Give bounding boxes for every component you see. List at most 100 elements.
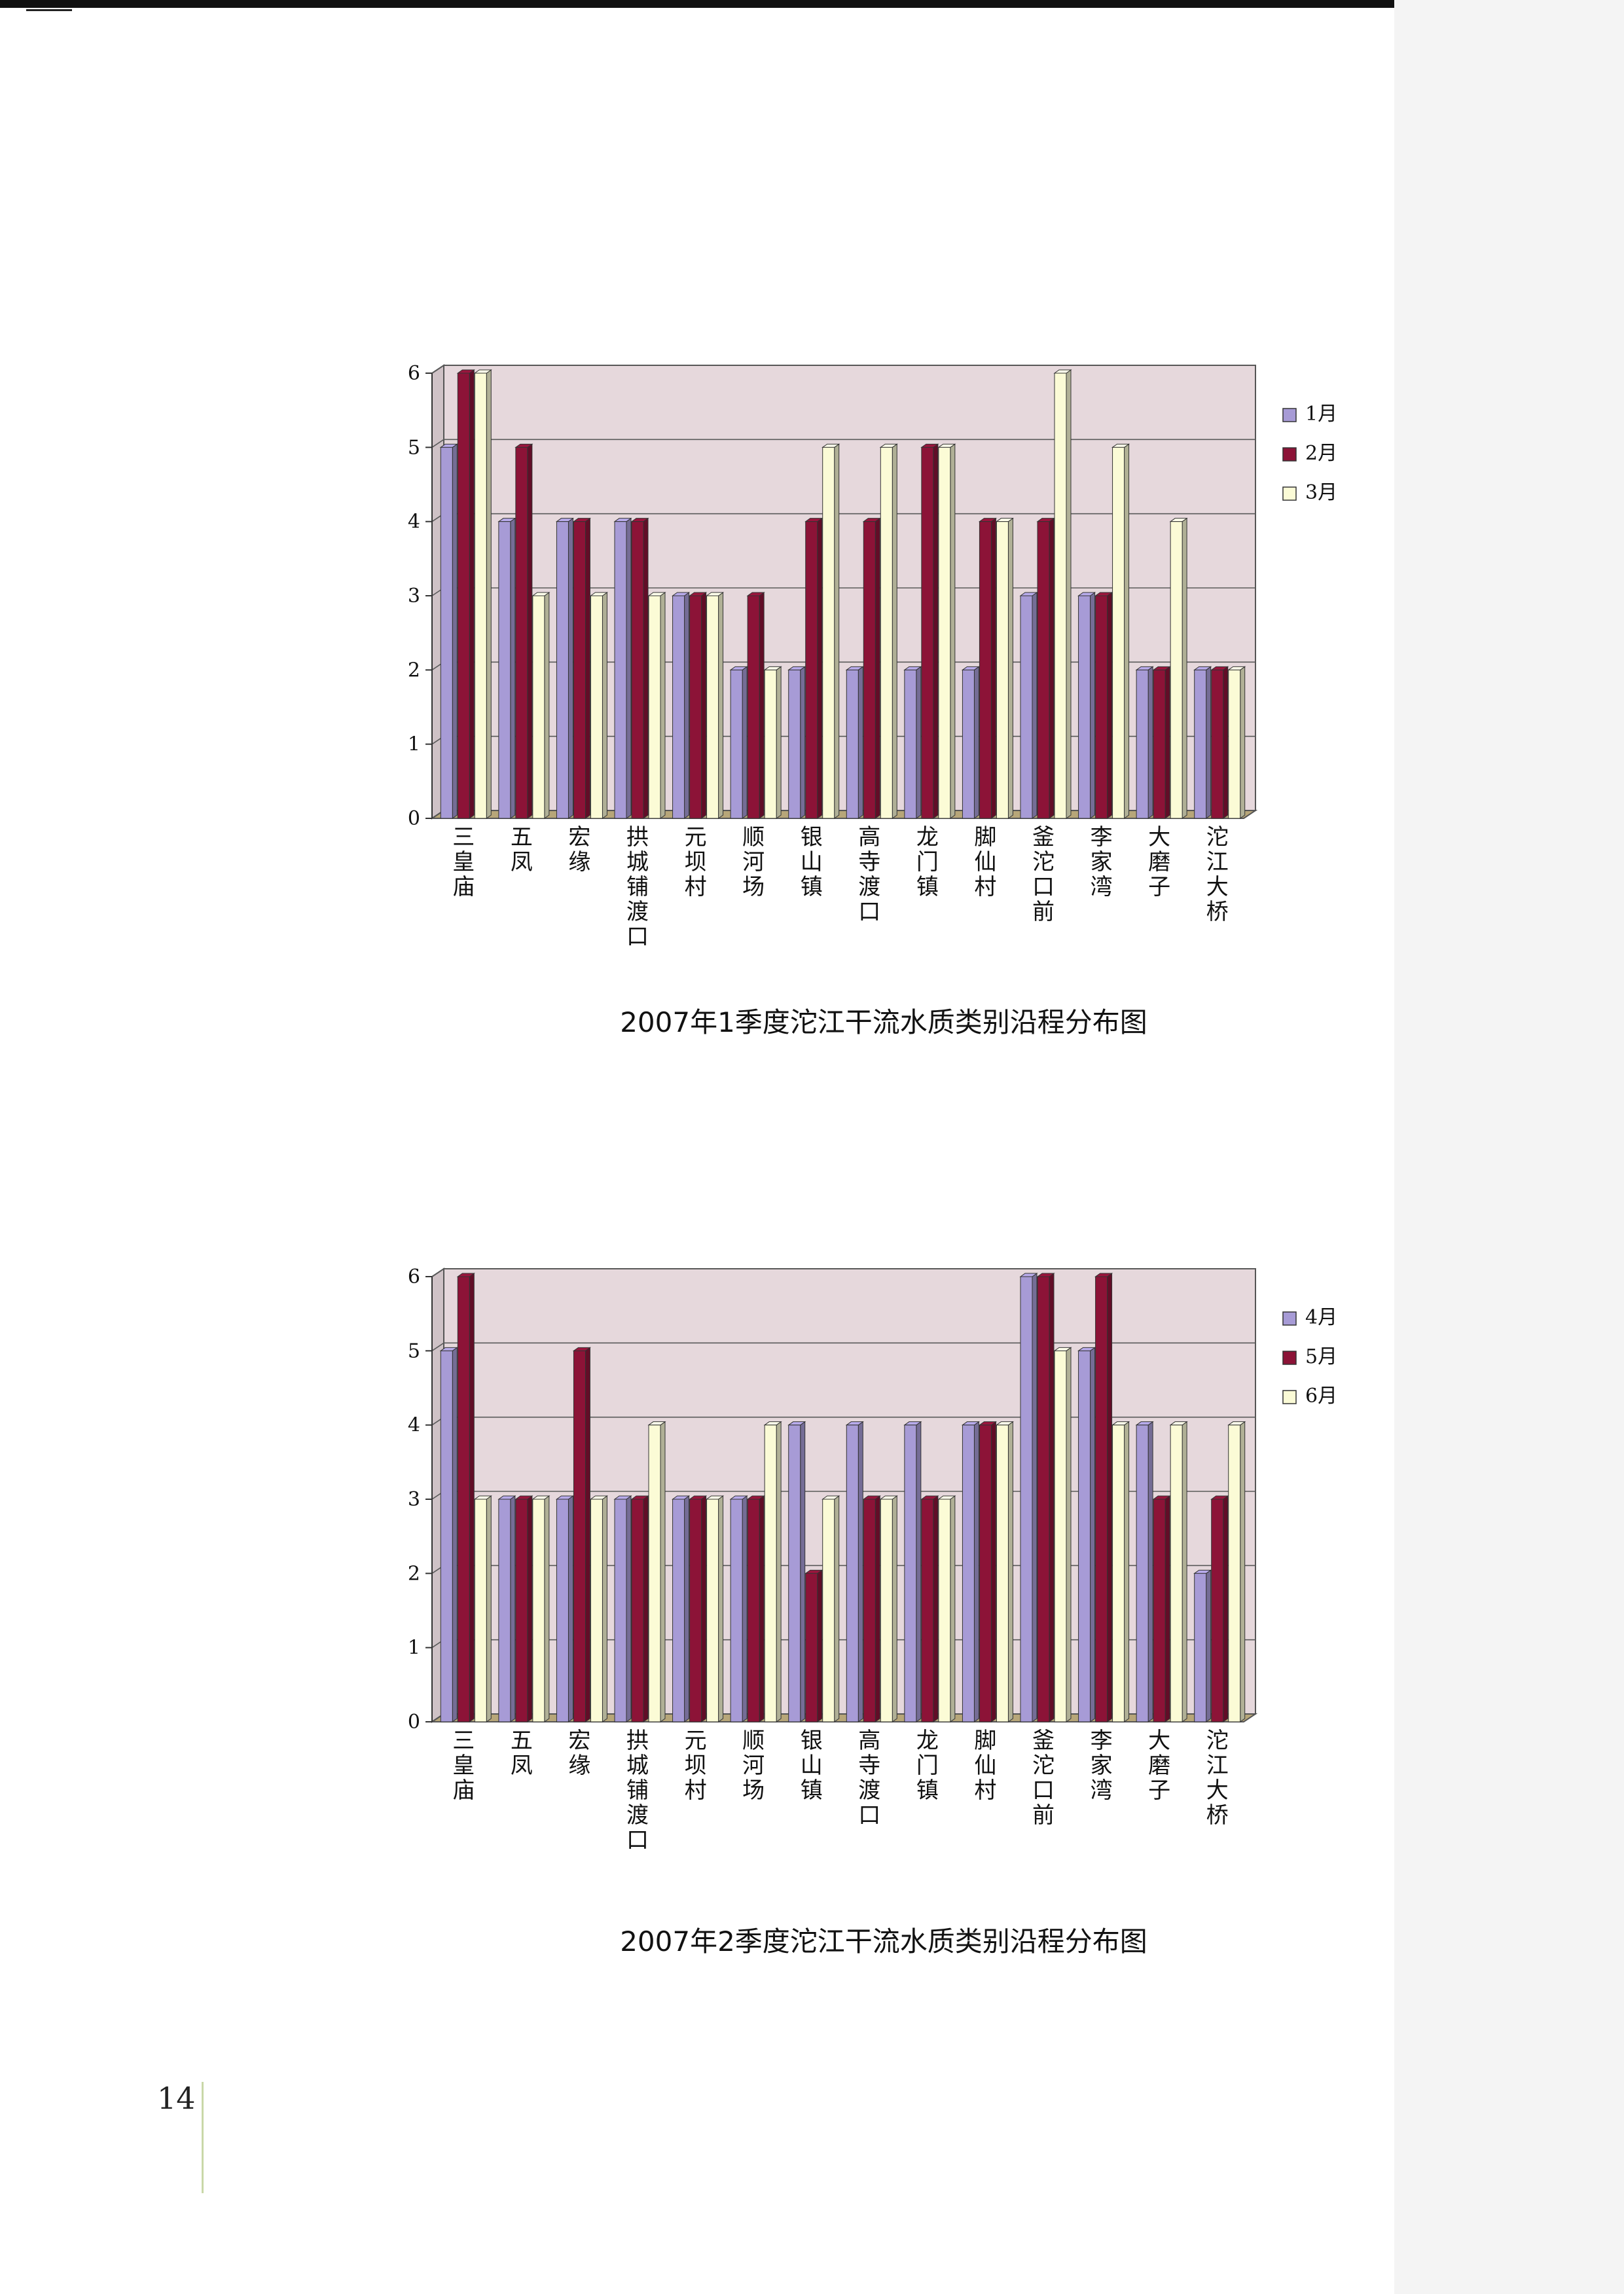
x-tick-char: 龙 bbox=[916, 824, 939, 850]
x-tick-char: 山 bbox=[801, 1753, 823, 1779]
x-tick-label: 李家湾 bbox=[1091, 1728, 1113, 1804]
x-tick-char: 沱 bbox=[1032, 1753, 1055, 1779]
bar-side bbox=[834, 443, 840, 819]
y-tick-label: 4 bbox=[408, 511, 420, 534]
bar-front bbox=[1112, 446, 1125, 819]
x-tick-char: 五 bbox=[511, 1728, 533, 1754]
bar-side bbox=[1032, 592, 1038, 819]
bar-front bbox=[1211, 1499, 1224, 1722]
bar-front bbox=[672, 1499, 685, 1722]
bar-side bbox=[1240, 1421, 1246, 1722]
bar-side bbox=[800, 1421, 806, 1722]
x-tick-label: 高寺渡口 bbox=[858, 1728, 880, 1829]
bar-side bbox=[585, 1347, 590, 1722]
x-tick-char: 前 bbox=[1032, 1802, 1055, 1829]
page-rule bbox=[202, 2082, 204, 2193]
bar-front bbox=[863, 521, 876, 819]
bar-front bbox=[689, 1499, 702, 1722]
bar-side bbox=[950, 1495, 956, 1722]
legend-label: 1月 bbox=[1305, 403, 1337, 426]
x-tick-char: 龙 bbox=[916, 1728, 939, 1754]
bar-side bbox=[684, 1495, 690, 1722]
legend-label: 2月 bbox=[1305, 442, 1337, 465]
bar-side bbox=[469, 369, 475, 819]
legend-swatch bbox=[1282, 1351, 1297, 1365]
bar-side bbox=[701, 592, 707, 819]
x-tick-char: 凤 bbox=[511, 849, 533, 875]
bar bbox=[1111, 443, 1130, 819]
scan-edge bbox=[1394, 0, 1624, 2294]
x-tick-char: 仙 bbox=[974, 1753, 996, 1779]
bar bbox=[555, 1495, 574, 1722]
top-rule bbox=[0, 0, 1394, 8]
x-tick-label: 釜沱口前 bbox=[1032, 824, 1055, 925]
bar bbox=[1053, 1347, 1072, 1722]
x-tick-char: 银 bbox=[801, 824, 823, 850]
bar bbox=[647, 1421, 666, 1722]
bar bbox=[1210, 666, 1229, 819]
bar-side bbox=[776, 1421, 782, 1722]
bar-front bbox=[706, 595, 719, 819]
bar bbox=[961, 1421, 980, 1722]
bar bbox=[961, 666, 980, 819]
bar-side bbox=[990, 1421, 996, 1722]
x-tick-char: 村 bbox=[974, 1777, 996, 1804]
x-tick-label: 大磨子 bbox=[1148, 824, 1170, 900]
bar-side bbox=[1007, 517, 1013, 819]
x-tick-char: 城 bbox=[626, 1753, 649, 1779]
chart-q1: 0 1 2 3 4 5 6 三皇庙 五凤 宏缘 拱城铺渡口 元坝村 顺河场 银山镇 高寺渡口 龙门镇 脚仙村 釜沱… bbox=[393, 354, 1375, 982]
bar-side bbox=[486, 369, 492, 819]
bar bbox=[532, 1495, 550, 1722]
bar-front bbox=[1054, 373, 1067, 819]
bar-front bbox=[1020, 1276, 1033, 1722]
bar-front bbox=[648, 595, 661, 819]
bar-side bbox=[1049, 1273, 1055, 1722]
x-tick-label: 元坝村 bbox=[685, 824, 707, 900]
bar-side bbox=[1182, 1421, 1187, 1722]
bar bbox=[746, 592, 765, 819]
bar-front bbox=[532, 595, 545, 819]
y-tick-label: 4 bbox=[408, 1414, 420, 1437]
bar-side bbox=[875, 1495, 880, 1722]
bar-front bbox=[1228, 669, 1241, 819]
bar-front bbox=[805, 521, 818, 819]
bar-side bbox=[1090, 1347, 1096, 1722]
x-tick-label: 李家湾 bbox=[1091, 824, 1113, 900]
bar bbox=[1169, 517, 1188, 819]
x-tick-char: 山 bbox=[801, 849, 823, 875]
bar-front bbox=[515, 1499, 528, 1722]
bar-side bbox=[950, 443, 956, 819]
x-tick-char: 湾 bbox=[1091, 1777, 1113, 1804]
bar-side bbox=[469, 1273, 475, 1722]
bar-front bbox=[863, 1499, 876, 1722]
y-tick-label: 0 bbox=[408, 807, 420, 830]
x-tick-char: 磨 bbox=[1148, 1753, 1170, 1779]
bar bbox=[1111, 1421, 1130, 1722]
bar-side bbox=[933, 443, 939, 819]
x-tick-char: 桥 bbox=[1206, 1802, 1229, 1829]
legend-label: 3月 bbox=[1305, 481, 1337, 504]
x-tick-char: 河 bbox=[742, 1753, 765, 1779]
x-tick-label: 宏缘 bbox=[568, 1728, 590, 1779]
bar-front bbox=[730, 669, 743, 819]
bar bbox=[589, 592, 608, 819]
bar-front bbox=[631, 1499, 644, 1722]
x-tick-char: 村 bbox=[685, 1777, 707, 1804]
bar-side bbox=[1147, 666, 1153, 819]
chart-floor bbox=[429, 1713, 1258, 1722]
bar bbox=[1210, 1495, 1229, 1722]
bar bbox=[1036, 1273, 1055, 1722]
bar-side bbox=[916, 666, 922, 819]
bar-front bbox=[747, 595, 760, 819]
bar-side bbox=[1107, 592, 1113, 819]
x-tick-char: 湾 bbox=[1091, 874, 1113, 900]
bar-side bbox=[1049, 517, 1055, 819]
bar bbox=[862, 1495, 881, 1722]
bar-side bbox=[776, 666, 782, 819]
gridline-depth bbox=[431, 1268, 444, 1277]
bar-side bbox=[527, 443, 533, 819]
bar-front bbox=[1054, 1350, 1067, 1722]
bar bbox=[845, 666, 864, 819]
bar bbox=[746, 1495, 765, 1722]
x-tick-label: 五凤 bbox=[511, 824, 533, 875]
